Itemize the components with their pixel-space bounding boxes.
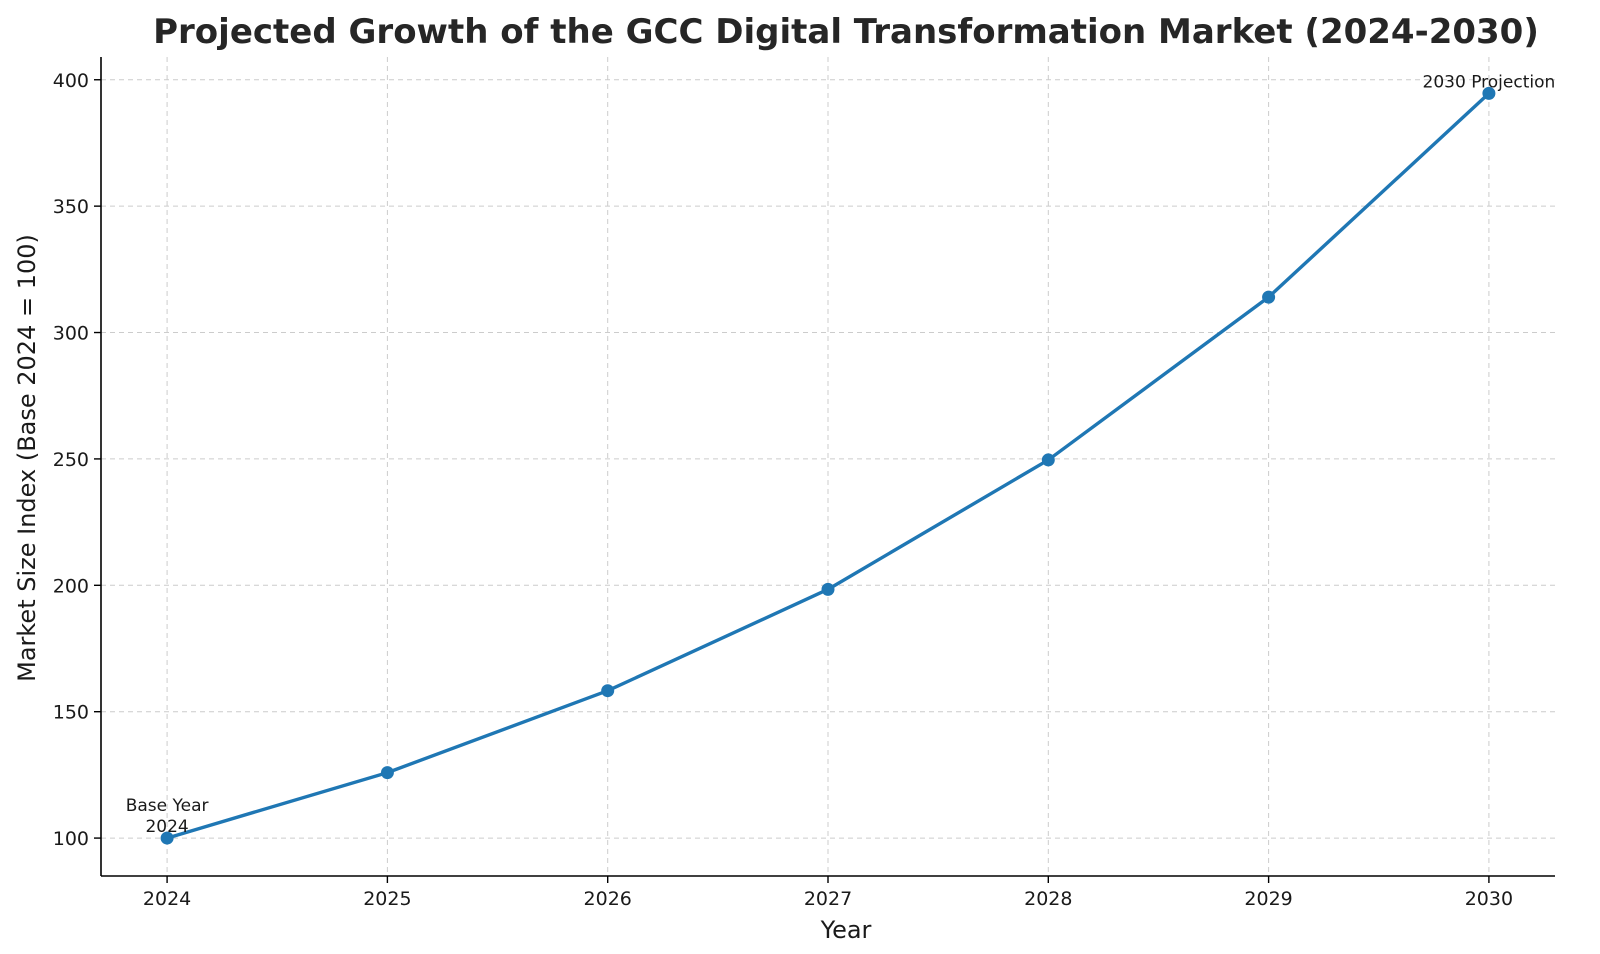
y-tick-label: 400 xyxy=(53,70,89,92)
annotation-label: Base Year xyxy=(126,796,209,816)
data-point xyxy=(601,684,615,698)
x-tick-label: 2024 xyxy=(143,888,191,910)
series xyxy=(160,86,1496,845)
data-point xyxy=(1482,86,1496,100)
grid xyxy=(101,57,1555,876)
x-tick-label: 2025 xyxy=(363,888,411,910)
y-tick-label: 250 xyxy=(53,449,89,471)
x-tick-label: 2028 xyxy=(1024,888,1072,910)
x-tick-label: 2030 xyxy=(1465,888,1513,910)
axes: 2024 2025 2026 2027 2028 2029 2030 100 150 200 250… xyxy=(53,57,1555,910)
data-point xyxy=(160,831,174,845)
x-axis-label: Year xyxy=(820,916,872,944)
x-tick-label: 2029 xyxy=(1244,888,1292,910)
y-axis-label: Market Size Index (Base 2024 = 100) xyxy=(13,234,41,682)
y-tick-label: 200 xyxy=(53,575,89,597)
y-tick-label: 300 xyxy=(53,323,89,345)
annotation-label: 2030 Projection xyxy=(1423,72,1556,92)
y-tick-label: 350 xyxy=(53,196,89,218)
data-point xyxy=(380,766,394,780)
data-point xyxy=(1262,290,1276,304)
y-tick-label: 150 xyxy=(53,702,89,724)
data-point xyxy=(1041,453,1055,467)
data-point xyxy=(821,582,835,596)
annotation-label: 2024 xyxy=(145,817,188,837)
y-tick-label: 100 xyxy=(53,828,89,850)
x-tick-label: 2026 xyxy=(584,888,632,910)
chart-title: Projected Growth of the GCC Digital Tran… xyxy=(153,12,1539,52)
x-tick-label: 2027 xyxy=(804,888,852,910)
